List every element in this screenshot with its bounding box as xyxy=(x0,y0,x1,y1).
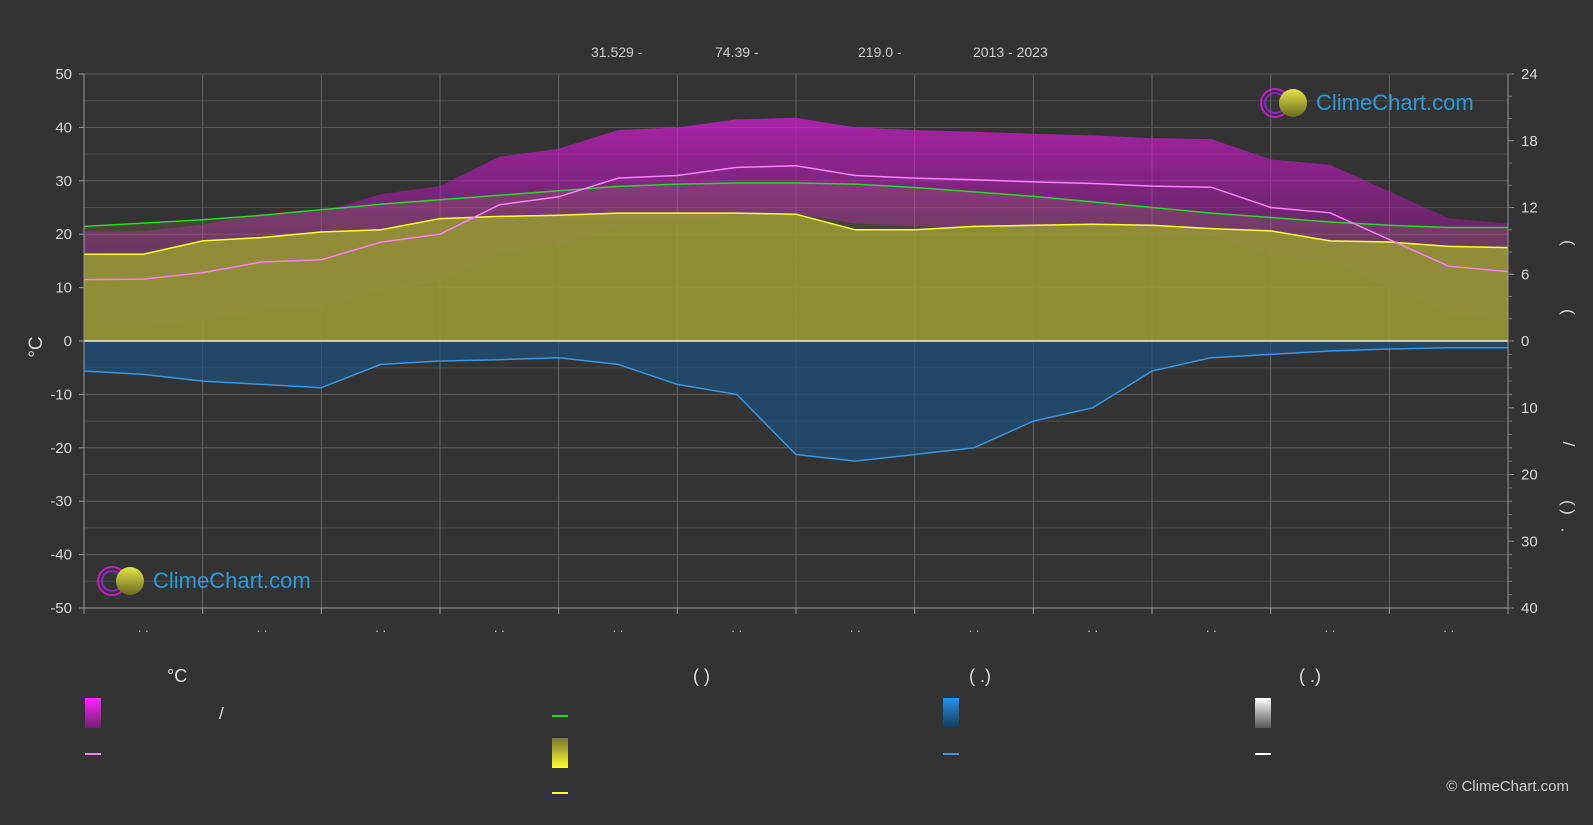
right-tick-label: 10 xyxy=(1521,400,1538,417)
legend-rain-heading: ( .) xyxy=(969,666,991,686)
legend-sunshine-swatch xyxy=(552,738,568,768)
daylight-area xyxy=(84,183,1508,341)
left-tick-label: -50 xyxy=(50,600,72,617)
legend-daily-range-swatch xyxy=(85,698,101,728)
brand-name: ClimeChart.com xyxy=(1316,90,1474,115)
month-label: . . xyxy=(850,620,861,635)
sunshine-line xyxy=(84,212,1509,255)
right-tick-label: 40 xyxy=(1521,600,1538,617)
legend-snow-heading: ( .) xyxy=(1299,666,1321,686)
left-tick-label: 10 xyxy=(55,280,72,297)
years-text: 2013 - 2023 xyxy=(973,44,1048,60)
right-tick-label: 24 xyxy=(1521,66,1538,83)
right-axis-title-glyph: · xyxy=(1554,527,1573,533)
left-tick-label: 40 xyxy=(55,119,72,136)
sunshine-area xyxy=(84,213,1508,341)
daylight-line xyxy=(83,182,1508,229)
right-axis-title-glyph: ) xyxy=(1559,509,1578,515)
legend-sunshine-line xyxy=(552,792,568,794)
right-tick-label: 6 xyxy=(1521,266,1529,283)
month-label: . . xyxy=(969,620,980,635)
legend-temp-heading: °C xyxy=(167,666,188,686)
right-axis-title-glyph: ( xyxy=(1559,240,1578,246)
month-label: . . xyxy=(494,620,505,635)
longitude-text: 74.39 - xyxy=(715,44,759,60)
right-axis-title-glyph: / xyxy=(1559,442,1578,447)
data-lines xyxy=(83,165,1509,462)
month-label: . . xyxy=(1087,620,1098,635)
brand-logo-top[interactable]: ClimeChart.com xyxy=(1258,86,1474,120)
month-label: . . xyxy=(138,620,149,635)
logo-icon xyxy=(1260,88,1307,118)
left-tick-label: -40 xyxy=(50,547,72,564)
latitude-text: 31.529 - xyxy=(591,44,643,60)
brand-logo-bottom[interactable]: ClimeChart.com xyxy=(95,564,311,598)
legend-sun-heading: ( ) xyxy=(693,666,710,686)
month-label: . . xyxy=(731,620,742,635)
legend-snow-line xyxy=(1255,753,1271,755)
rain-line xyxy=(83,346,1508,462)
avg-temperature-line xyxy=(83,165,1509,281)
left-tick-label: -10 xyxy=(50,386,72,403)
left-tick-label: 0 xyxy=(64,333,72,350)
legend-snow-swatch xyxy=(1255,698,1271,728)
month-label: . . xyxy=(1443,620,1454,635)
right-tick-label: 0 xyxy=(1521,333,1529,350)
month-label: . . xyxy=(1325,620,1336,635)
right-tick-label: 20 xyxy=(1521,467,1538,484)
legend-rain-line xyxy=(943,753,959,755)
rain-area xyxy=(84,341,1508,462)
left-tick-label: -20 xyxy=(50,440,72,457)
left-tick-label: 20 xyxy=(55,226,72,243)
month-label: . . xyxy=(257,620,268,635)
brand-name: ClimeChart.com xyxy=(153,568,311,593)
legend-avg-temp-line xyxy=(85,753,101,755)
elevation-text: 219.0 - xyxy=(858,44,902,60)
axes: 50 40 30 20 10 0 -10 -20 -30 -40 -50 °C 24 18 12 6 0 10 20… xyxy=(26,66,1578,635)
month-label: . . xyxy=(613,620,624,635)
left-tick-label: 50 xyxy=(55,66,72,83)
month-label: . . xyxy=(1206,620,1217,635)
right-tick-label: 12 xyxy=(1521,200,1538,217)
right-axis-title-glyph: ( xyxy=(1559,500,1578,506)
left-tick-label: 30 xyxy=(55,173,72,190)
copyright: © ClimeChart.com xyxy=(1446,778,1569,795)
left-tick-label: -30 xyxy=(50,493,72,510)
left-axis-title: °C xyxy=(26,336,47,357)
logo-icon xyxy=(97,566,144,596)
right-axis-title-glyph: ( xyxy=(1559,309,1578,315)
right-tick-label: 18 xyxy=(1521,133,1538,150)
legend-daylight-line xyxy=(552,715,568,717)
legend-slash: / xyxy=(219,704,224,723)
legend-rain-swatch xyxy=(943,698,959,728)
data-areas xyxy=(84,117,1508,462)
right-tick-label: 30 xyxy=(1521,533,1538,550)
month-label: . . xyxy=(375,620,386,635)
